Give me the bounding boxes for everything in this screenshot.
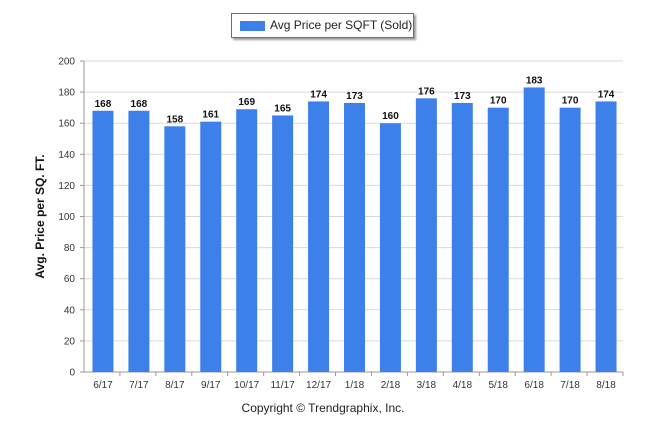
bar-value-label: 158 [166, 114, 183, 125]
bar [559, 107, 581, 373]
x-tick-label: 10/17 [234, 380, 259, 391]
bar [379, 123, 401, 372]
y-axis-label: Avg. Price per SQ. FT. [33, 154, 47, 278]
bar-value-label: 160 [382, 111, 399, 122]
bar [308, 101, 330, 373]
bar [415, 98, 437, 372]
y-tick-label: 100 [58, 212, 75, 223]
x-tick-label: 11/17 [270, 380, 295, 391]
y-tick-label: 180 [58, 88, 75, 99]
x-tick-label: 6/17 [93, 380, 113, 391]
bar-value-label: 173 [454, 91, 471, 102]
x-tick-label: 9/17 [201, 380, 221, 391]
bar [451, 102, 473, 373]
y-tick-label: 40 [64, 305, 76, 316]
legend-swatch [240, 21, 265, 31]
copyright-text: Copyright © Trendgraphix, Inc. [241, 401, 405, 415]
bar-value-label: 183 [526, 75, 543, 86]
x-tick-label: 1/18 [345, 380, 365, 391]
y-tick-label: 20 [64, 336, 76, 347]
bar-value-label: 176 [418, 86, 435, 97]
bar [236, 109, 258, 372]
bar [164, 126, 186, 372]
legend-label: Avg Price per SQFT (Sold) [270, 18, 413, 32]
x-tick-label: 4/18 [453, 380, 473, 391]
x-tick-label: 2/18 [381, 380, 401, 391]
bar [272, 115, 294, 373]
x-tick-label: 6/18 [524, 380, 544, 391]
y-tick-label: 0 [69, 368, 75, 379]
bar-value-label: 161 [202, 110, 219, 121]
y-tick-label: 160 [58, 119, 75, 130]
bar-value-label: 174 [598, 89, 615, 100]
x-tick-label: 5/18 [488, 380, 508, 391]
bar [92, 110, 114, 372]
bar-value-label: 170 [490, 96, 507, 107]
bar-value-label: 168 [131, 99, 148, 110]
bar-value-label: 170 [562, 96, 579, 107]
bar [344, 102, 365, 373]
y-tick-label: 140 [58, 150, 75, 161]
bar-value-label: 173 [346, 91, 363, 102]
y-tick-label: 60 [64, 274, 76, 285]
x-tick-label: 8/17 [165, 380, 185, 391]
bar-value-label: 168 [95, 99, 112, 110]
y-tick-label: 120 [58, 181, 75, 192]
legend: Avg Price per SQFT (Sold) [231, 13, 414, 38]
x-tick-label: 7/18 [560, 380, 580, 391]
x-tick-label: 3/18 [417, 380, 437, 391]
bar-value-label: 165 [274, 103, 291, 114]
x-tick-label: 7/17 [129, 380, 149, 391]
bar [595, 101, 617, 373]
y-tick-label: 200 [58, 57, 75, 68]
bar [128, 110, 150, 372]
bar-value-label: 169 [238, 97, 255, 108]
bar-value-label: 174 [310, 89, 327, 100]
bar [523, 87, 545, 372]
bar [200, 121, 222, 373]
bar [487, 107, 509, 373]
x-tick-label: 8/18 [596, 380, 616, 391]
x-tick-label: 12/17 [306, 380, 331, 391]
y-tick-label: 80 [64, 243, 76, 254]
